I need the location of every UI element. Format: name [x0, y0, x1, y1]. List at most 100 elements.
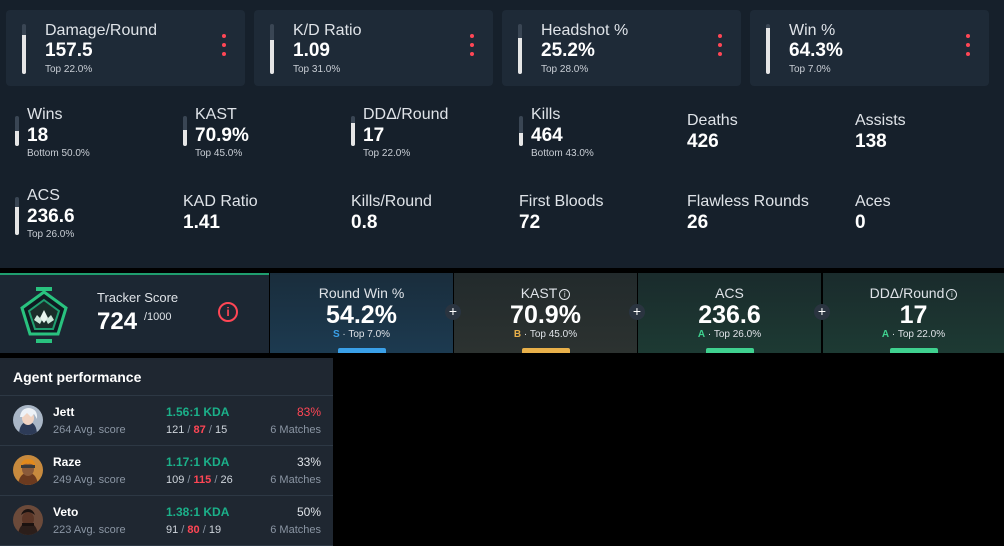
stat-value: 138 — [855, 131, 887, 152]
stat-label: Headshot % — [541, 22, 629, 39]
grade-bar — [889, 348, 938, 353]
percentile-bar — [270, 24, 274, 74]
panel-title: Agent performance — [13, 369, 142, 385]
stat-flawless-rounds: Flawless Rounds 26 — [687, 193, 855, 253]
agent-row[interactable]: Jett 264 Avg. score 1.56:1 KDA 121 / 87 … — [0, 396, 333, 446]
stat-percentile: Bottom 43.0% — [531, 148, 594, 159]
tracker-score-strip: Tracker Score 724 /1000 i Round Win % 54… — [0, 273, 1004, 353]
top-stat-cards: Damage/Round 157.5 Top 22.0% K/D Ratio 1… — [6, 10, 998, 88]
stat-first-bloods: First Bloods 72 — [519, 193, 687, 253]
agent-matches: 6 Matches — [270, 474, 321, 486]
stat-card-damage-round[interactable]: Damage/Round 157.5 Top 22.0% — [6, 10, 245, 86]
more-options-icon[interactable] — [221, 34, 227, 60]
stat-percentile: Top 45.0% — [195, 148, 243, 159]
plus-icon: + — [814, 304, 830, 320]
percentile-bar — [15, 116, 19, 146]
stat-value: 0.8 — [351, 212, 378, 233]
cell-rank: S · Top 7.0% — [270, 329, 453, 340]
agent-avg-score: 264 Avg. score — [53, 424, 126, 436]
agent-name: Veto — [53, 505, 79, 519]
cell-value: 236.6 — [698, 301, 761, 329]
info-icon[interactable]: i — [559, 289, 571, 300]
stat-label: Win % — [789, 22, 836, 39]
tracker-cell-round-win[interactable]: Round Win % 54.2% S · Top 7.0% — [270, 273, 453, 353]
tracker-accent-line — [0, 273, 269, 275]
stat-kills-round: Kills/Round 0.8 — [351, 193, 519, 253]
agent-kda: 1.56:1 KDA — [166, 405, 230, 419]
stat-percentile: Top 26.0% — [27, 229, 75, 240]
stat-percentile: Top 7.0% — [789, 64, 831, 75]
agent-avg-score: 223 Avg. score — [53, 524, 126, 536]
tracker-score-max: /1000 — [144, 311, 172, 323]
stat-label: Assists — [855, 112, 906, 129]
cell-value: 70.9% — [510, 301, 581, 329]
percentile-bar — [519, 116, 523, 146]
cell-rank: B · Top 45.0% — [454, 329, 637, 340]
stat-wins: Wins 18 Bottom 50.0% — [15, 106, 183, 166]
stat-acs: ACS 236.6 Top 26.0% — [15, 187, 183, 247]
stat-card-kd-ratio[interactable]: K/D Ratio 1.09 Top 31.0% — [254, 10, 493, 86]
agent-performance-panel: Agent performance Jett 264 Avg. score 1.… — [0, 358, 333, 546]
stat-kast: KAST 70.9% Top 45.0% — [183, 106, 351, 166]
grade-letter: S — [332, 329, 340, 340]
agent-avg-score: 249 Avg. score — [53, 474, 126, 486]
stat-label: Kills/Round — [351, 193, 432, 210]
stat-value: 1.41 — [183, 212, 220, 233]
jett-avatar-icon — [13, 405, 43, 435]
plus-icon: + — [629, 304, 645, 320]
stat-label: Damage/Round — [45, 22, 158, 39]
tracker-score-summary: Tracker Score 724 /1000 i — [0, 273, 269, 353]
tracker-cell-kast[interactable]: KAST i 70.9% B · Top 45.0% — [454, 273, 637, 353]
stat-label: Flawless Rounds — [687, 193, 809, 210]
stat-card-win-pct[interactable]: Win % 64.3% Top 7.0% — [750, 10, 989, 86]
agent-row[interactable]: Raze 249 Avg. score 1.17:1 KDA 109 / 115… — [0, 446, 333, 496]
divider — [0, 395, 333, 396]
more-options-icon[interactable] — [717, 34, 723, 60]
plus-icon: + — [445, 304, 461, 320]
info-icon[interactable]: i — [946, 289, 958, 300]
stat-assists: Assists 138 — [855, 112, 1004, 172]
stat-card-headshot[interactable]: Headshot % 25.2% Top 28.0% — [502, 10, 741, 86]
tracker-cell-acs[interactable]: ACS 236.6 A · Top 26.0% — [638, 273, 821, 353]
grade-letter: A — [881, 329, 890, 340]
stat-label: K/D Ratio — [293, 22, 362, 39]
cell-label: KAST i — [454, 285, 637, 301]
stat-value: 64.3% — [789, 40, 843, 61]
stat-percentile: Top 31.0% — [293, 64, 341, 75]
cell-label: Round Win % — [318, 285, 405, 301]
tracker-badge-icon — [20, 287, 68, 343]
stat-label: DDΔ/Round — [363, 106, 449, 123]
more-options-icon[interactable] — [965, 34, 971, 60]
tracker-cell-dd-delta-round[interactable]: DDΔ/Round i 17 A · Top 22.0% — [823, 273, 1004, 353]
agent-row[interactable]: Veto 223 Avg. score 1.38:1 KDA 91 / 80 /… — [0, 496, 333, 546]
percentile-bar — [22, 24, 26, 74]
percentile-bar — [15, 197, 19, 235]
tracker-score-value: 724 — [97, 308, 138, 335]
grade-bar — [705, 348, 754, 353]
stat-label: ACS — [27, 187, 60, 204]
rank-text: · Top 45.0% — [521, 329, 578, 340]
agent-win-rate: 50% — [296, 505, 321, 519]
stats-panel: Damage/Round 157.5 Top 22.0% K/D Ratio 1… — [0, 0, 1004, 268]
cell-value: 17 — [899, 301, 928, 329]
stat-value: 70.9% — [195, 125, 249, 146]
cell-label: DDΔ/Round i — [823, 285, 1004, 301]
more-options-icon[interactable] — [469, 34, 475, 60]
info-icon[interactable]: i — [218, 302, 238, 322]
stat-label: Kills — [531, 106, 561, 123]
stat-percentile: Top 28.0% — [541, 64, 589, 75]
stat-label: Aces — [855, 193, 891, 210]
agent-kda: 1.38:1 KDA — [166, 505, 230, 519]
cell-rank: A · Top 22.0% — [823, 329, 1004, 340]
stat-value: 426 — [687, 131, 719, 152]
tracker-score-label: Tracker Score — [97, 290, 179, 305]
cell-label: ACS — [715, 285, 744, 301]
stat-aces: Aces 0 — [855, 193, 1004, 253]
stat-value: 18 — [27, 125, 49, 146]
percentile-bar — [518, 24, 522, 74]
rank-text: · Top 26.0% — [705, 329, 762, 340]
stat-label: KAST — [195, 106, 237, 123]
stat-label: Deaths — [687, 112, 738, 129]
stat-value: 72 — [519, 212, 541, 233]
agent-win-rate: 33% — [296, 455, 321, 469]
